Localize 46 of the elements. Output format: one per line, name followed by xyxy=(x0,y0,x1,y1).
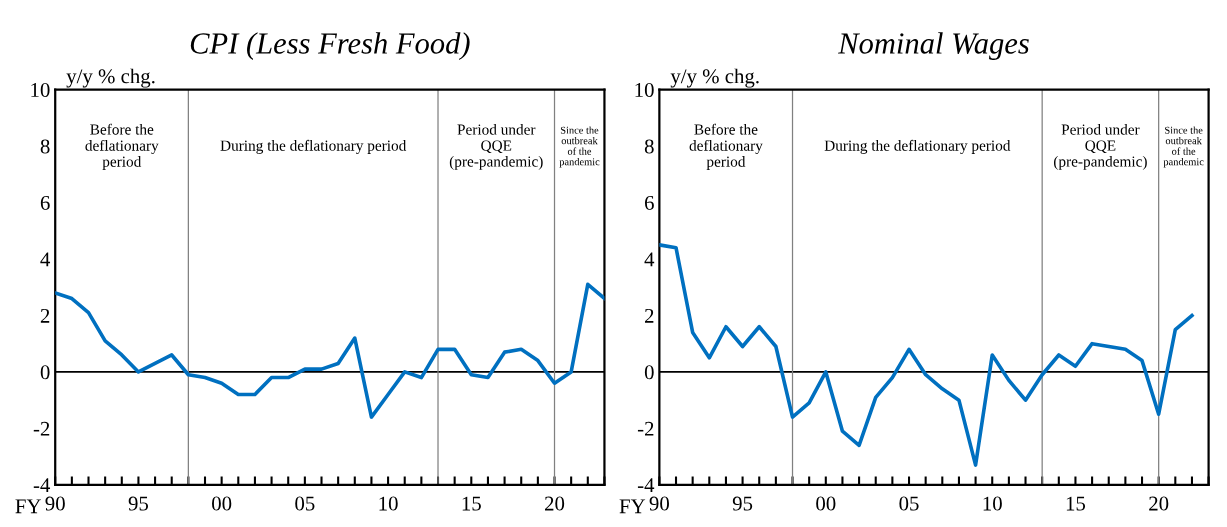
x-tick-label: 00 xyxy=(816,496,836,511)
chart-title: Nominal Wages xyxy=(837,32,1029,60)
annotation: Before the deflationary period xyxy=(689,123,763,170)
x-axis-title: FY xyxy=(15,499,41,514)
y-tick-label: 2 xyxy=(645,308,654,323)
y-tick-label: -2 xyxy=(637,421,654,436)
y-tick-label: -4 xyxy=(637,478,655,493)
x-tick-label: 95 xyxy=(128,496,149,511)
annotation: Since the outbreak of the pandemic xyxy=(559,126,600,168)
y-tick-label: 10 xyxy=(31,82,50,98)
annotation: Period under QQE (pre-pandemic) xyxy=(1054,124,1147,170)
y-tick-label: 4 xyxy=(644,252,655,267)
x-axis-title: FY xyxy=(619,499,646,514)
y-tick-label: 8 xyxy=(644,139,654,154)
line-series xyxy=(55,282,605,419)
y-tick-label: 4 xyxy=(40,252,51,267)
y-tick-label: 8 xyxy=(40,139,50,154)
y-tick-label: 6 xyxy=(40,195,50,210)
x-tick-label: 10 xyxy=(983,496,1002,511)
y-tick-label: -4 xyxy=(33,478,51,493)
x-tick-label: 05 xyxy=(899,496,919,511)
x-tick-label: 15 xyxy=(1066,496,1086,511)
x-tick-label: 90 xyxy=(45,496,65,511)
x-tick-label: 15 xyxy=(462,496,481,511)
y-axis-title: y/y % chg. xyxy=(66,68,155,88)
x-tick-label: 95 xyxy=(732,496,753,511)
x-tick-label: 20 xyxy=(1149,496,1169,511)
y-tick-label: 0 xyxy=(644,365,654,380)
x-tick-label: 00 xyxy=(212,496,232,511)
line-series xyxy=(659,243,1194,467)
annotation: Before the deflationary period xyxy=(85,123,159,170)
x-tick-label: 10 xyxy=(379,496,398,511)
x-tick-label: 90 xyxy=(649,496,669,511)
y-tick-label: 0 xyxy=(40,365,50,380)
annotation: During the deflationary period xyxy=(220,139,407,154)
y-axis-title: y/y % chg. xyxy=(670,68,759,88)
chart-title: CPI (Less Fresh Food) xyxy=(190,32,470,60)
y-tick-label: 2 xyxy=(40,308,50,323)
y-tick-label: 6 xyxy=(644,195,654,210)
x-tick-label: 05 xyxy=(295,496,315,511)
y-tick-label: -2 xyxy=(33,421,50,436)
annotation: During the deflationary period xyxy=(824,139,1011,154)
x-tick-label: 20 xyxy=(545,496,565,511)
annotation: Since the outbreak of the pandemic xyxy=(1163,126,1204,168)
annotation: Period under QQE (pre-pandemic) xyxy=(449,124,543,170)
y-tick-label: 10 xyxy=(635,82,654,98)
